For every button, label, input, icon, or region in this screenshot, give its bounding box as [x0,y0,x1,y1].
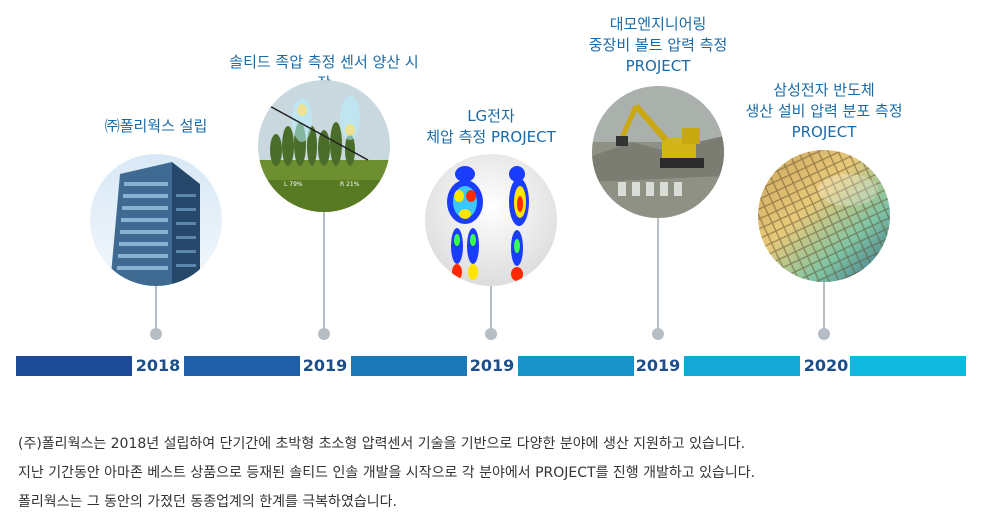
timeline-dot [652,328,664,340]
foot-pressure-field-photo: L 79% R 21% [258,80,390,212]
timeline-dot [818,328,830,340]
milestone-title: ㈜폴리웍스 설립 [104,117,208,135]
body-pressure-map-photo [425,154,557,286]
right-ratio-label: R 21% [340,181,360,188]
milestone-title: LG전자 체압 측정 PROJECT [426,107,556,146]
timeline-dot [150,328,162,340]
timeline-dot [485,328,497,340]
timeline-bar-segment [684,356,800,376]
description-line: (주)폴리웍스는 2018년 설립하여 단기간에 초박형 초소형 압력센서 기술… [18,436,746,452]
timeline-bar-segment [850,356,966,376]
year-label: 2020 [803,356,849,375]
timeline-bar-segment [351,356,467,376]
timeline-dot [318,328,330,340]
description-line: 지난 기간동안 아마존 베스트 상품으로 등재된 솔티드 인솔 개발을 시작으로… [18,465,756,481]
timeline-bar-segment [184,356,300,376]
timeline-connector [323,212,325,328]
timeline-connector [155,286,157,328]
timeline-connector [490,286,492,328]
year-label: 2019 [302,356,348,375]
company-description: (주)폴리웍스는 2018년 설립하여 단기간에 초박형 초소형 압력센서 기술… [18,430,978,517]
timeline-bar-segment [518,356,634,376]
milestone-title: 솔티드 족압 측정 센서 양산 시작 [229,53,419,92]
timeline-bar-segment [16,356,132,376]
semiconductor-wafer-photo [758,150,890,282]
year-label: 2019 [469,356,515,375]
building-photo [90,154,222,286]
excavator-photo [592,86,724,218]
description-line: 폴리웍스는 그 동안의 가졌던 동종업계의 한계를 극복하였습니다. [18,494,397,510]
year-label: 2018 [135,356,181,375]
milestone-title: 대모엔지니어링 중장비 볼트 압력 측정 PROJECT [588,15,728,75]
timeline-connector [657,218,659,328]
year-label: 2019 [635,356,681,375]
left-ratio-label: L 79% [284,181,303,188]
timeline-connector [823,282,825,328]
milestone-title: 삼성전자 반도체 생산 설비 압력 분포 측정 PROJECT [745,81,903,141]
